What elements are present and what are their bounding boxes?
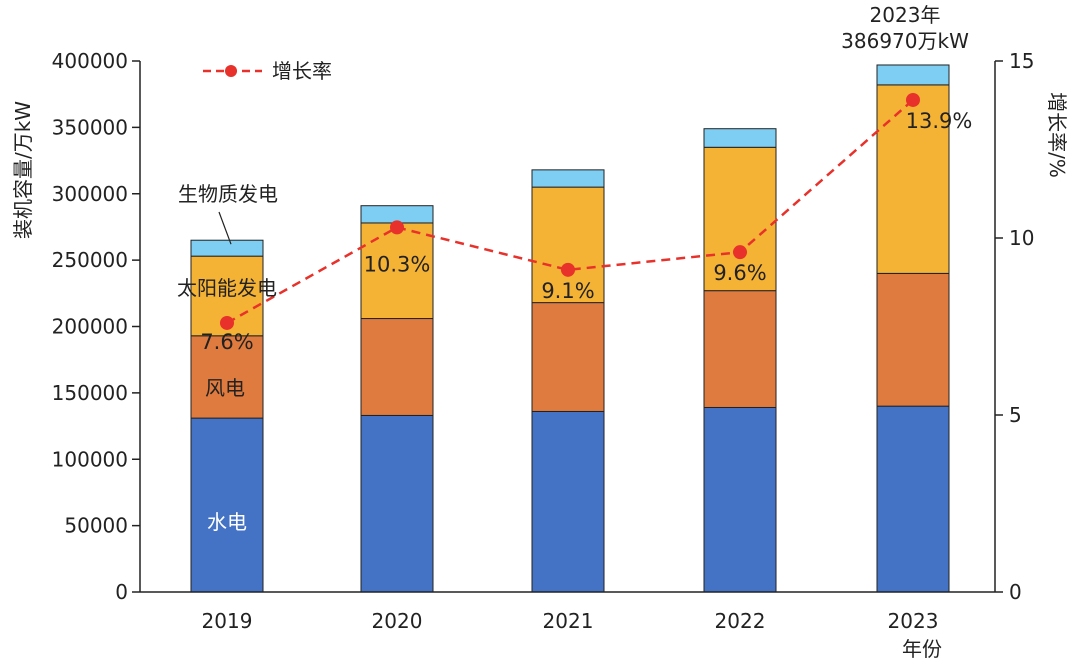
growth-line <box>226 99 914 325</box>
bar-2020-series-3 <box>360 205 434 224</box>
y2-axis-title: 增长率/% <box>1045 92 1069 178</box>
series-label-biomass: 生物质发电 <box>178 182 278 206</box>
bar-2020-series-0 <box>360 414 434 593</box>
y-tick-label-200000: 200000 <box>52 315 128 339</box>
y-tick-label-50000: 50000 <box>64 514 128 538</box>
y-tick-label-100000: 100000 <box>52 447 128 471</box>
series-label-wind: 风电 <box>205 376 245 400</box>
y-tick-label-300000: 300000 <box>52 182 128 206</box>
legend: 增长率 <box>203 59 332 83</box>
y-tick-label-400000: 400000 <box>52 49 128 73</box>
y2-tick-label-0: 0 <box>1009 580 1022 604</box>
y-tick-label-150000: 150000 <box>52 381 128 405</box>
bar-2021-series-2 <box>531 186 605 304</box>
series-label-solar: 太阳能发电 <box>177 276 277 300</box>
growth-label-2020: 10.3% <box>364 252 431 276</box>
bar-2023-series-1 <box>876 272 950 407</box>
bar-2023-series-2 <box>876 84 950 274</box>
bar-2022-series-1 <box>703 290 777 408</box>
bar-2019-series-3 <box>190 239 264 257</box>
annotation-year: 2023年 <box>870 3 941 27</box>
y-tick-label-0: 0 <box>115 580 128 604</box>
axes-layer: 0 50000 100000 150000 200000 250000 300000 3500… <box>52 49 1035 633</box>
bar-2023-series-3 <box>876 64 950 86</box>
y2-tick-label-15: 15 <box>1009 49 1034 73</box>
biomass-callout-line <box>218 211 232 245</box>
bar-2022-series-2 <box>703 146 777 292</box>
legend-label: 增长率 <box>272 59 332 83</box>
growth-label-2019: 7.6% <box>200 330 253 354</box>
x-axis-title: 年份 <box>902 637 942 661</box>
y-tick-label-350000: 350000 <box>52 115 128 139</box>
growth-label-2021: 9.1% <box>541 279 594 303</box>
bar-2021-series-0 <box>531 410 605 593</box>
bar-2019-series-0 <box>190 417 264 593</box>
bar-2019-series-1 <box>190 335 264 419</box>
x-tick-label-2021: 2021 <box>543 609 594 633</box>
series-label-hydro: 水电 <box>207 510 247 534</box>
annotation-total: 386970万kW <box>841 29 969 53</box>
y2-tick-label-10: 10 <box>1009 226 1034 250</box>
bar-2023-series-0 <box>876 405 950 593</box>
growth-point-2022 <box>733 245 747 260</box>
bar-2021-series-3 <box>531 169 605 188</box>
growth-label-2022: 9.6% <box>713 261 766 285</box>
labels-layer: 水电 风电 太阳能发电 生物质发电 <box>177 182 278 534</box>
y-axis-title: 装机容量/万kW <box>11 101 35 239</box>
bar-2021-series-1 <box>531 302 605 412</box>
bars-layer <box>190 64 950 593</box>
growth-point-2021 <box>561 262 575 277</box>
bar-2022-series-3 <box>703 128 777 148</box>
x-tick-label-2023: 2023 <box>888 609 939 633</box>
growth-label-2023: 13.9% <box>906 109 973 133</box>
growth-line-layer: 7.6% 10.3% 9.1% 9.6% 13.9% <box>200 92 973 354</box>
bar-2022-series-0 <box>703 406 777 593</box>
growth-point-2020 <box>390 220 404 235</box>
y-tick-label-250000: 250000 <box>52 248 128 272</box>
x-tick-label-2019: 2019 <box>202 609 253 633</box>
x-tick-label-2022: 2022 <box>715 609 766 633</box>
legend-dot-swatch <box>225 65 237 77</box>
x-tick-label-2020: 2020 <box>372 609 423 633</box>
growth-point-2019 <box>220 315 234 330</box>
growth-point-2023 <box>906 92 920 107</box>
bar-2020-series-1 <box>360 318 434 416</box>
y2-tick-label-5: 5 <box>1009 403 1022 427</box>
